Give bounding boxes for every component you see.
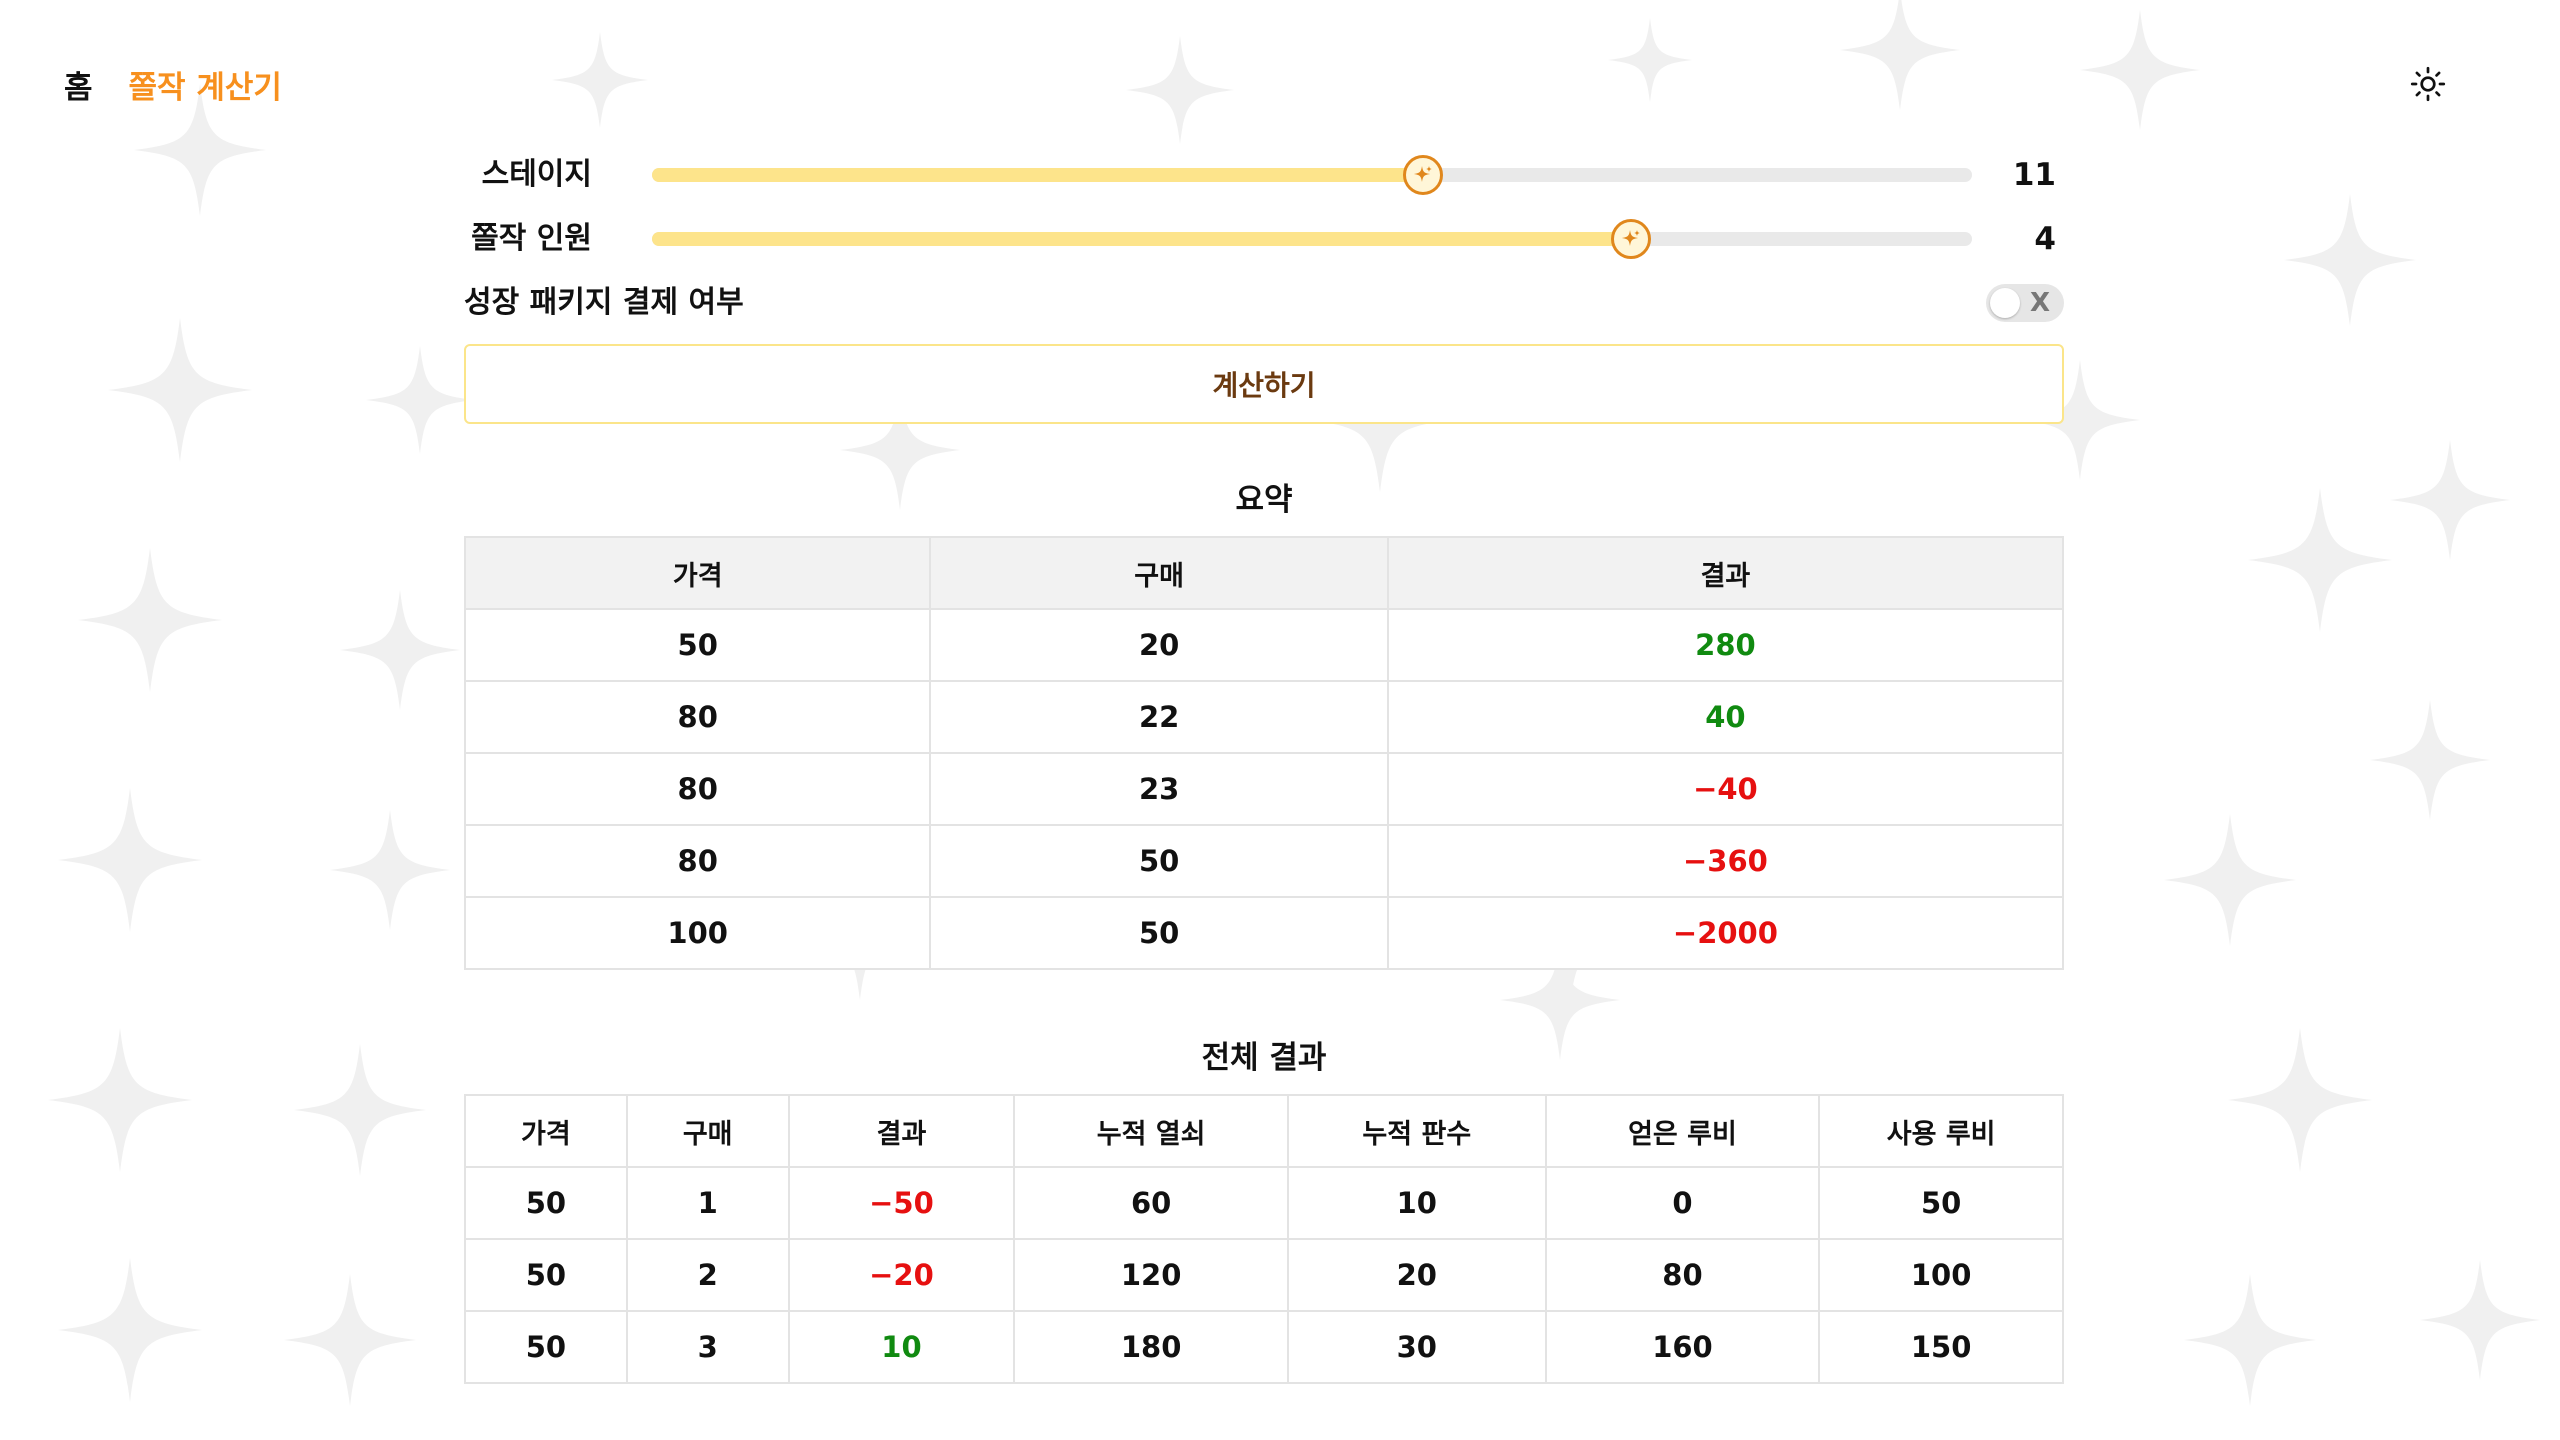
summary-header-row: 가격 구매 결과: [463, 536, 2065, 610]
full-cell: −50: [787, 1166, 1016, 1240]
full-cell: 50: [464, 1310, 628, 1384]
nav-home-link[interactable]: 홈: [64, 70, 93, 106]
package-control: 성장 패키지 결제 여부 X: [464, 278, 2064, 328]
package-toggle-knob: [1990, 288, 2020, 318]
full-header-cumulative-keys: 누적 열쇠: [1013, 1094, 1289, 1168]
summary-header-price: 가격: [463, 536, 932, 610]
members-value: 4: [2034, 221, 2056, 257]
full-cell: 120: [1013, 1238, 1289, 1312]
full-cell: 3: [625, 1310, 790, 1384]
summary-cell: 80: [463, 824, 932, 898]
full-header-earned-ruby: 얻은 루비: [1544, 1094, 1821, 1168]
table-row: 100 50 −2000: [463, 896, 2065, 970]
table-row: 50 2 −20 120 20 80 100: [464, 1238, 2064, 1312]
top-nav: 홈 쫄작 계산기: [64, 62, 282, 107]
full-cell: 30: [1286, 1310, 1547, 1384]
summary-cell: 40: [1386, 680, 2065, 754]
nav-calculator-link[interactable]: 쫄작 계산기: [128, 70, 282, 106]
full-cell: 2: [625, 1238, 790, 1312]
full-cell: 10: [1286, 1166, 1547, 1240]
full-cell: 20: [1286, 1238, 1547, 1312]
full-header-price: 가격: [464, 1094, 628, 1168]
full-results-title: 전체 결과: [1201, 1040, 1327, 1076]
summary-cell: 100: [463, 896, 932, 970]
stage-slider-fill: [652, 168, 1423, 182]
full-header-purchase: 구매: [625, 1094, 790, 1168]
table-row: 80 23 −40: [463, 752, 2065, 826]
summary-cell: 80: [463, 752, 932, 826]
sparkle-icon: [1413, 166, 1432, 182]
summary-cell: 23: [929, 752, 1389, 826]
full-cell: 100: [1818, 1238, 2064, 1312]
full-header-row: 가격 구매 결과 누적 열쇠 누적 판수 얻은 루비 사용 루비: [464, 1094, 2064, 1168]
package-toggle[interactable]: X: [1986, 284, 2064, 322]
table-row: 80 50 −360: [463, 824, 2065, 898]
sparkle-icon: [1622, 230, 1641, 246]
members-slider-thumb[interactable]: [1611, 219, 1652, 259]
full-cell: 50: [1818, 1166, 2064, 1240]
full-cell: 180: [1013, 1310, 1289, 1384]
members-control: 쫄작 인원 4: [464, 214, 2064, 264]
summary-cell: −40: [1386, 752, 2065, 826]
full-cell: 0: [1544, 1166, 1821, 1240]
full-cell: −20: [787, 1238, 1016, 1312]
full-cell: 160: [1544, 1310, 1821, 1384]
stage-label: 스테이지: [481, 157, 592, 192]
full-header-used-ruby: 사용 루비: [1818, 1094, 2064, 1168]
summary-cell: −2000: [1386, 896, 2065, 970]
summary-cell: 50: [929, 896, 1389, 970]
theme-toggle-button[interactable]: [2408, 64, 2448, 104]
full-cell: 60: [1013, 1166, 1289, 1240]
sun-icon: [2410, 66, 2446, 102]
summary-cell: 80: [463, 680, 932, 754]
summary-cell: 280: [1386, 608, 2065, 682]
full-header-result: 결과: [787, 1094, 1016, 1168]
package-toggle-text: X: [2029, 288, 2050, 318]
full-cell: 1: [625, 1166, 790, 1240]
summary-cell: 50: [463, 608, 932, 682]
summary-header-purchase: 구매: [929, 536, 1389, 610]
summary-title: 요약: [1235, 482, 1293, 518]
members-slider[interactable]: [652, 219, 1972, 259]
table-row: 80 22 40: [463, 680, 2065, 754]
table-row: 50 3 10 180 30 160 150: [464, 1310, 2064, 1384]
full-header-cumulative-runs: 누적 판수: [1286, 1094, 1547, 1168]
table-row: 50 1 −50 60 10 0 50: [464, 1166, 2064, 1240]
members-label: 쫄작 인원: [471, 221, 592, 256]
full-cell: 50: [464, 1166, 628, 1240]
members-slider-fill: [652, 232, 1632, 246]
full-cell: 80: [1544, 1238, 1821, 1312]
summary-cell: 22: [929, 680, 1389, 754]
full-cell: 10: [787, 1310, 1016, 1384]
summary-cell: 50: [929, 824, 1389, 898]
full-cell: 50: [464, 1238, 628, 1312]
summary-cell: 20: [929, 608, 1389, 682]
summary-cell: −360: [1386, 824, 2065, 898]
summary-table: 가격 구매 결과 50 20 280 80 22 40 80 23 −40 80 50 −360 100…: [463, 536, 2065, 970]
full-results-table: 가격 구매 결과 누적 열쇠 누적 판수 얻은 루비 사용 루비 50 1 −50 6…: [464, 1094, 2064, 1384]
stage-control: 스테이지 11: [464, 150, 2064, 200]
calculate-button[interactable]: 계산하기: [464, 344, 2064, 424]
table-row: 50 20 280: [463, 608, 2065, 682]
stage-value: 11: [2012, 157, 2056, 193]
stage-slider[interactable]: [652, 155, 1972, 195]
stage-slider-thumb[interactable]: [1402, 155, 1443, 195]
full-cell: 150: [1818, 1310, 2064, 1384]
package-label: 성장 패키지 결제 여부: [464, 285, 744, 320]
summary-header-result: 결과: [1386, 536, 2065, 610]
